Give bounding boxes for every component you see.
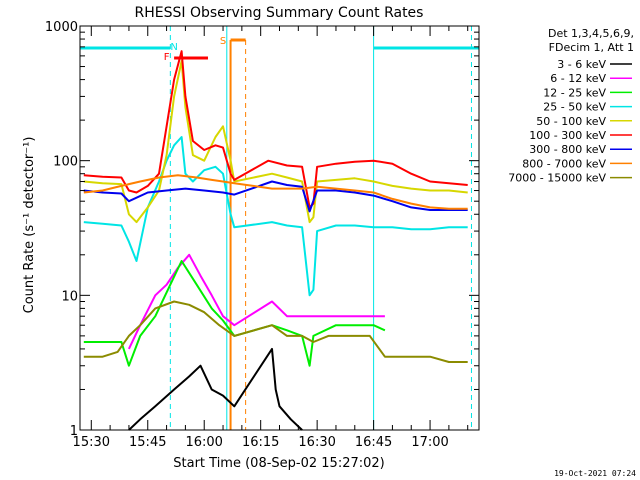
legend-label-8: 800 - 7000 keV <box>522 157 606 170</box>
x-tick-label: 16:15 <box>242 435 279 450</box>
chart-title: RHESSI Observing Summary Count Rates <box>135 5 424 21</box>
legend-label-1: 3 - 6 keV <box>557 58 606 71</box>
y-tick-label: 100 <box>53 155 78 170</box>
series-line-6 <box>83 50 468 209</box>
y-tick-label: 10 <box>61 289 78 304</box>
x-tick-label: 16:00 <box>185 435 222 450</box>
generation-timestamp: 19-Oct-2021 07:24 <box>554 469 636 478</box>
series-line-7 <box>83 180 468 213</box>
series-line-1 <box>128 347 303 431</box>
legend-label-3: 12 - 25 keV <box>543 86 606 99</box>
legend-label-2: 6 - 12 keV <box>550 72 606 85</box>
x-axis-label: Start Time (08-Sep-02 15:27:02) <box>173 456 384 471</box>
x-tick-label: 17:00 <box>411 435 448 450</box>
plot-frame <box>79 25 480 431</box>
series-line-8 <box>83 174 468 210</box>
legend-header-line-2: FDecim 1, Att 1 <box>549 41 634 54</box>
y-tick-label: 1000 <box>45 20 78 35</box>
legend-label-6: 100 - 300 keV <box>529 129 606 142</box>
series-line-5 <box>83 60 468 224</box>
series-line-3 <box>83 260 386 367</box>
series-line-9 <box>83 300 468 363</box>
y-tick-label: 1 <box>70 424 78 439</box>
legend-label-5: 50 - 100 keV <box>536 115 606 128</box>
x-tick-label: 16:45 <box>355 435 392 450</box>
annotation-f: F <box>164 52 170 63</box>
x-tick-label: 15:30 <box>73 435 110 450</box>
legend-header-line-1: Det 1,3,4,5,6,9, <box>548 27 634 40</box>
series-line-2 <box>127 253 385 350</box>
legend-label-7: 300 - 800 keV <box>529 143 606 156</box>
legend-label-4: 25 - 50 keV <box>543 101 606 114</box>
y-axis-label: Count Rate (s⁻¹ detector⁻¹) <box>22 137 37 314</box>
legend-label-9: 7000 - 15000 keV <box>508 172 606 185</box>
x-tick-label: 16:30 <box>298 435 335 450</box>
annotation-n: N <box>170 42 177 53</box>
x-tick-label: 15:45 <box>129 435 166 450</box>
annotation-s: S <box>220 36 226 47</box>
